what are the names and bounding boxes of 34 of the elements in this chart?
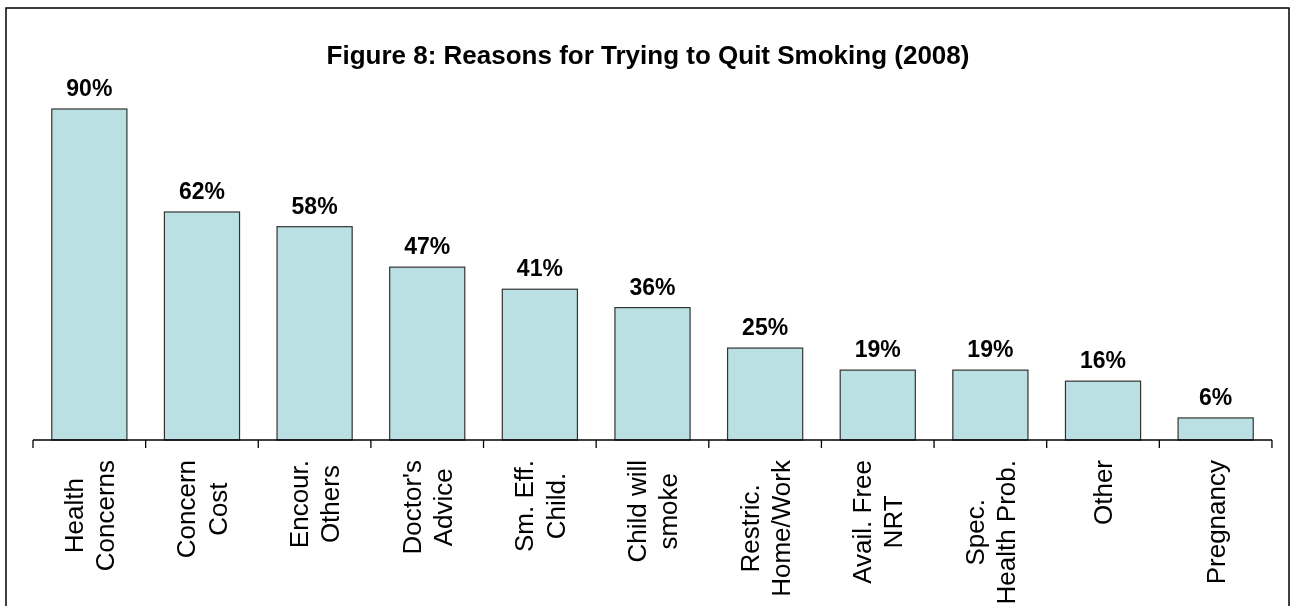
bar (1064, 380, 1142, 441)
data-label: 47% (404, 233, 451, 260)
data-label: 58% (291, 192, 338, 219)
data-label: 6% (1199, 383, 1233, 410)
x-tick-label: Pregnancy (1200, 459, 1231, 585)
bar (389, 266, 466, 441)
x-tick-label: Other (1088, 459, 1119, 526)
x-tick-label: Encour. Others (284, 460, 346, 549)
x-tick-label: Sm. Eff. Child. (509, 460, 571, 552)
x-tick-label: Concern Cost (171, 460, 233, 559)
data-label: 19% (854, 336, 901, 363)
data-label: 16% (1080, 347, 1127, 374)
bar (501, 288, 579, 441)
x-tick-label: Child will smoke (622, 460, 684, 563)
bar (726, 347, 804, 441)
bar (163, 211, 241, 441)
data-label: 25% (742, 314, 789, 341)
x-tick-label: Doctor's Advice (396, 460, 458, 555)
bar (952, 369, 1029, 441)
bar (51, 108, 128, 441)
bar (839, 369, 916, 441)
bar (1177, 417, 1254, 441)
bar (614, 307, 691, 441)
bar (276, 226, 353, 441)
chart-title: Figure 8: Reasons for Trying to Quit Smoking (2008) (326, 40, 970, 70)
x-tick-label: Health Concerns (58, 460, 121, 572)
x-tick-label: Restric. Home/Work (734, 459, 796, 597)
data-label: 36% (629, 273, 676, 300)
x-tick-label: Spec. Health Prob. (959, 460, 1022, 605)
x-tick-label: Avail. Free NRT (847, 460, 909, 584)
data-label: 19% (967, 336, 1014, 363)
data-label: 41% (516, 255, 563, 282)
data-label: 62% (178, 177, 225, 204)
data-label: 90% (66, 75, 113, 101)
